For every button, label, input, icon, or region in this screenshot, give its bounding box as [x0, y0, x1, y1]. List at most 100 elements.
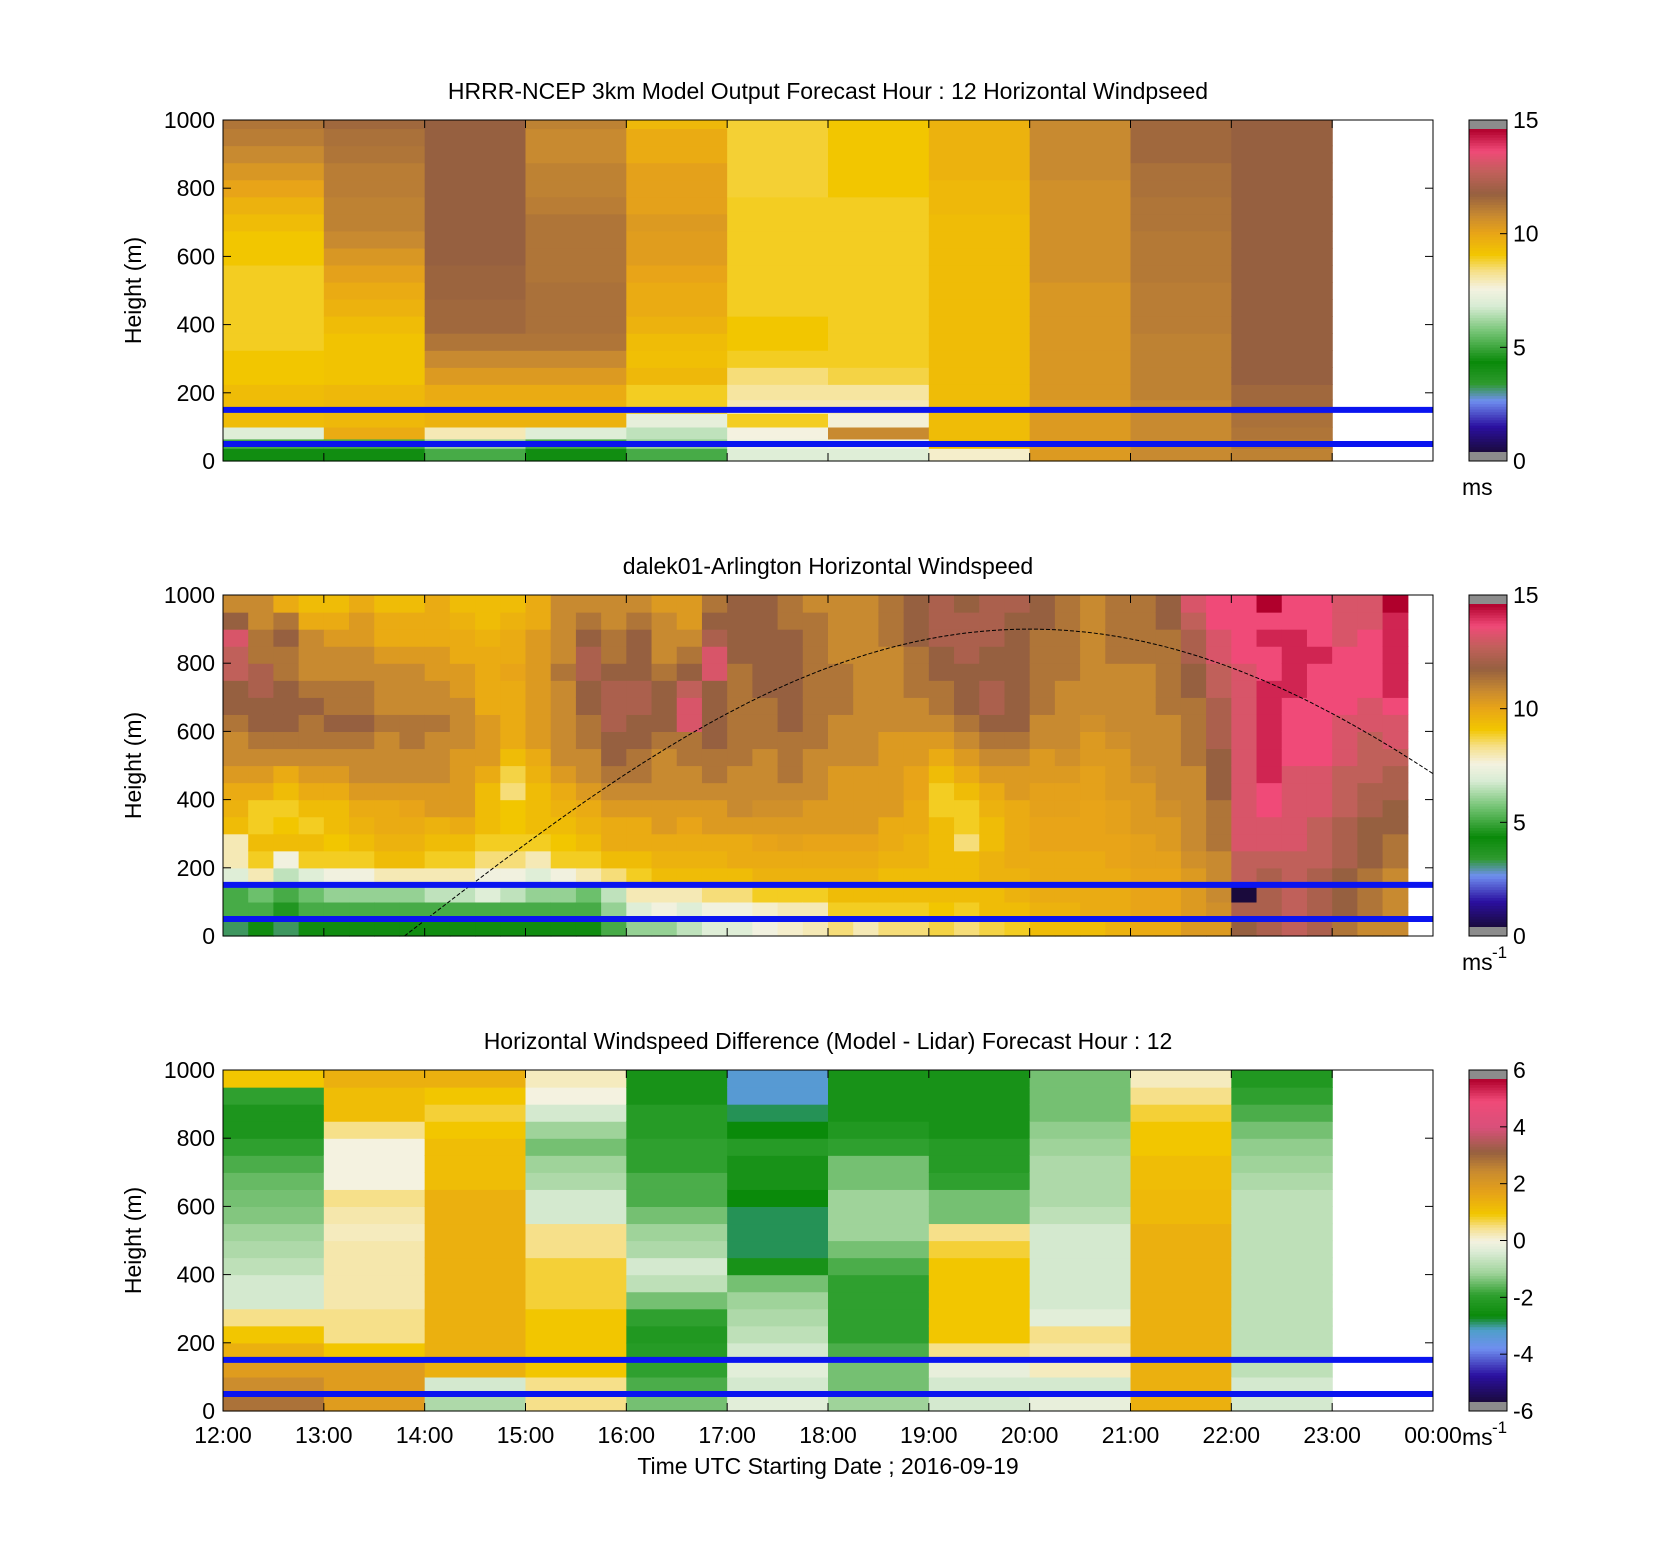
heatmap-cell — [878, 697, 905, 715]
heatmap-cell — [727, 1155, 829, 1173]
colorbar-segment — [1469, 414, 1507, 418]
colorbar-segment — [1469, 1210, 1507, 1215]
heatmap-cell — [424, 350, 527, 368]
colorbar-segment — [1469, 1122, 1507, 1126]
heatmap-cell — [1180, 714, 1207, 732]
heatmap-cell — [1231, 714, 1258, 732]
heatmap-cell — [374, 867, 401, 886]
heatmap-cell — [323, 350, 426, 368]
heatmap-cell — [903, 680, 930, 698]
heatmap-cell — [903, 612, 930, 630]
heatmap-cell — [1029, 1155, 1132, 1173]
heatmap-cell — [651, 663, 678, 681]
heatmap-cell — [1029, 1325, 1132, 1344]
heatmap-cell — [1130, 1376, 1232, 1395]
heatmap-cell — [323, 264, 426, 283]
heatmap-cell — [651, 748, 678, 767]
heatmap-cell — [1382, 833, 1409, 852]
heatmap-cell — [626, 1257, 728, 1276]
colorbar-segment — [1469, 1116, 1507, 1120]
colorbar-segment — [1469, 625, 1507, 629]
heatmap-cell — [626, 448, 728, 462]
heatmap-cell — [1130, 299, 1232, 317]
heatmap-cell — [928, 833, 955, 852]
heatmap-cell — [248, 782, 275, 801]
heatmap-cell — [828, 850, 854, 869]
heatmap-cell — [1130, 448, 1232, 462]
colorbar-segment — [1469, 1100, 1507, 1104]
colorbar-segment — [1469, 435, 1507, 440]
heatmap-cell — [752, 663, 779, 681]
heatmap-cell — [676, 799, 703, 818]
heatmap-cell — [223, 264, 325, 283]
heatmap-cell — [878, 595, 905, 613]
heatmap-cell — [575, 680, 602, 698]
heatmap-cell — [828, 629, 854, 647]
heatmap-cell — [626, 901, 653, 920]
heatmap-cell — [1357, 799, 1384, 818]
heatmap-cell — [727, 901, 753, 920]
heatmap-cell — [500, 629, 527, 647]
heatmap-cell — [928, 850, 955, 869]
colorbar-segment — [1469, 215, 1507, 219]
heatmap-cell — [1130, 1325, 1232, 1344]
colorbar-segment — [1469, 1259, 1507, 1263]
colorbar-segment — [1469, 1313, 1507, 1317]
heatmap-cell — [1382, 612, 1409, 630]
colorbar-segment — [1469, 676, 1507, 680]
heatmap-cell — [651, 901, 678, 920]
heatmap-cell — [424, 1393, 527, 1412]
heatmap-cell — [500, 748, 527, 767]
colorbar-segment — [1469, 1388, 1507, 1392]
heatmap-cell — [878, 680, 905, 698]
heatmap-cell — [1029, 765, 1056, 784]
heatmap-cell — [525, 799, 552, 818]
colorbar-segment — [1469, 1270, 1507, 1274]
colorbar-segment — [1469, 182, 1507, 187]
heatmap-cell — [1080, 799, 1106, 818]
heatmap-cell — [1357, 731, 1384, 750]
heatmap-cell — [475, 731, 501, 750]
heatmap-cell — [626, 1342, 728, 1361]
colorbar-segment — [1469, 1148, 1507, 1153]
heatmap-cell — [298, 595, 325, 613]
colorbar-segment — [1469, 612, 1507, 616]
heatmap-cell — [828, 264, 930, 283]
heatmap-cell — [1004, 612, 1031, 630]
colorbar-frame — [1468, 594, 1508, 937]
heatmap-cell — [1231, 595, 1258, 613]
heatmap-cell — [550, 918, 577, 937]
heatmap-cell — [928, 333, 1031, 351]
heatmap-cell — [727, 1189, 829, 1207]
heatmap-cell — [752, 765, 779, 784]
colorbar-segment — [1469, 446, 1507, 450]
heatmap-cell — [1281, 731, 1308, 750]
heatmap-cell — [1080, 833, 1106, 852]
colorbar-segment — [1469, 862, 1507, 866]
heatmap-cell — [525, 247, 627, 266]
heatmap-cell — [928, 230, 1031, 249]
heatmap-cell — [575, 731, 602, 750]
heatmap-cell — [828, 765, 854, 784]
colorbar-segment — [1469, 1267, 1507, 1271]
heatmap-cell — [828, 281, 930, 300]
heatmap-cell — [1332, 884, 1358, 903]
heatmap-cell — [550, 850, 577, 869]
heatmap-cell — [424, 384, 527, 401]
heatmap-cell — [828, 680, 854, 698]
colorbar-segment — [1469, 1079, 1507, 1083]
heatmap-cell — [727, 1104, 829, 1122]
heatmap-cell — [525, 884, 552, 903]
heatmap-cell — [1004, 748, 1031, 767]
colorbar-segment — [1469, 382, 1507, 386]
colorbar-segment — [1469, 406, 1507, 410]
heatmap-cell — [399, 748, 426, 767]
heatmap-cell — [500, 697, 527, 715]
heatmap-cell — [928, 884, 955, 903]
colorbar-segment — [1469, 606, 1507, 610]
colorbar-segment — [1469, 725, 1507, 729]
heatmap-cell — [223, 128, 325, 147]
colorbar-segment — [1469, 142, 1507, 146]
heatmap-cell — [1357, 646, 1384, 664]
heatmap-cell — [223, 367, 325, 385]
